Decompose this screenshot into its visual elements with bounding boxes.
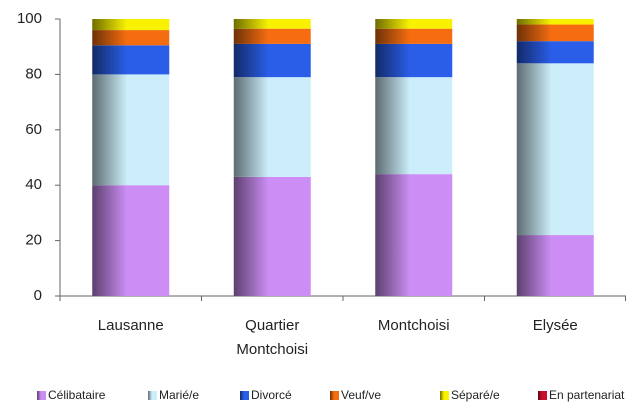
x-tick-label: Montchoisi [378,317,450,334]
bar-segment [233,43,311,78]
legend-swatch [330,391,339,400]
x-tick-label: Lausanne [98,317,164,334]
bar-segment [92,19,170,31]
legend-swatch [148,391,157,400]
bar-segment [375,174,453,296]
legend-label: Séparé/e [451,388,500,402]
bar-segment [233,28,311,44]
legend-swatch [240,391,249,400]
bar-segment [375,28,453,44]
bar-segment [92,185,170,296]
y-tick-label: 0 [34,287,42,304]
legend-swatch [37,391,46,400]
bar-segment [516,235,594,296]
bar-segment [516,63,594,236]
bar-segment [92,74,170,186]
bar-segment [92,30,170,46]
bar-segment [516,24,594,42]
bar-segment [375,43,453,78]
legend-label: Divorcé [251,388,292,402]
bar-segment [375,77,453,175]
y-tick-label: 20 [25,232,42,249]
y-tick-label: 100 [17,10,42,27]
x-tick-label: Elysée [533,317,578,334]
bar-segment [233,176,311,296]
legend-swatch [538,391,547,400]
legend-label: En partenariat [549,388,625,402]
legend-label: Veuf/ve [341,388,381,402]
y-tick-label: 60 [25,121,42,138]
legend-swatch [440,391,449,400]
legend-label: Marié/e [159,388,199,402]
bar-segment [233,19,311,29]
y-tick-label: 80 [25,65,42,82]
bar-segment [233,77,311,177]
bar-segment [516,41,594,64]
bar-segment [516,19,594,25]
x-tick-label: Quartier Montchoisi [236,317,308,358]
bar-segment [92,45,170,75]
bar-segment [375,19,453,29]
y-tick-label: 40 [25,176,42,193]
legend-label: Célibataire [48,388,106,402]
